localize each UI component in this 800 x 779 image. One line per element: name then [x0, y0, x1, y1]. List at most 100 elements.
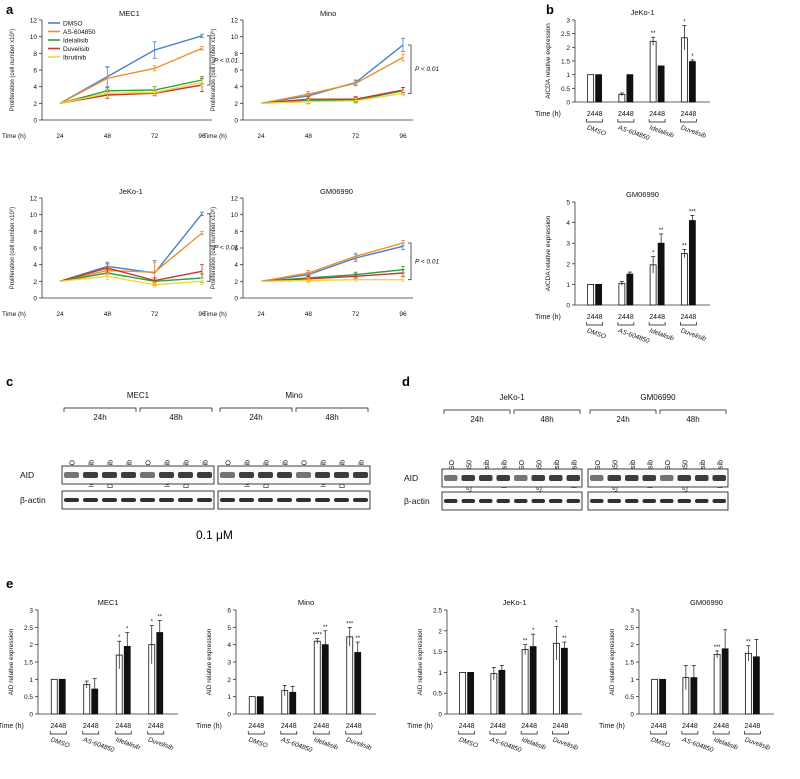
significance-stars: *** — [346, 621, 354, 627]
time-bracket — [63, 407, 137, 412]
actin-band — [461, 499, 475, 503]
y-axis-title: Proliferation (cell number x10⁶) — [9, 29, 16, 112]
x-sub-label-24: 24 — [521, 723, 529, 730]
group-bracket — [280, 731, 298, 735]
bar-48h — [256, 696, 264, 715]
actin-band — [607, 499, 621, 503]
y-axis-title: AICDA relative expression — [545, 215, 552, 291]
y-tick-label: 0.5 — [561, 86, 570, 93]
x-sub-label-48: 48 — [688, 111, 696, 118]
legend-label: Ibrutinib — [63, 55, 87, 62]
y-tick-label: 6 — [234, 68, 238, 75]
bar-48h — [498, 669, 506, 715]
group-bracket — [617, 119, 635, 123]
significance-stars: *** — [689, 209, 697, 215]
aid-band — [514, 475, 528, 481]
y-axis-title: AID relative expression — [417, 628, 424, 695]
x-tick-label: 96 — [198, 311, 206, 318]
group-bracket — [617, 322, 635, 326]
series-line-as-604850 — [260, 56, 404, 105]
y-tick-label: 8 — [234, 51, 238, 58]
significance-stars: **** — [313, 633, 323, 639]
significance-stars: * — [151, 620, 154, 626]
y-tick-label: 3 — [227, 660, 231, 667]
panel-letter-d: d — [402, 374, 410, 389]
y-axis-title: AICDA relative expression — [545, 23, 552, 99]
significance-stars: ** — [523, 639, 528, 645]
series-line-duvelisib — [59, 84, 203, 105]
x-category-label: Duvelisib — [680, 327, 708, 343]
x-axis-title: Time (h) — [2, 311, 26, 318]
y-tick-label: 12 — [30, 196, 38, 203]
x-tick-label: 72 — [151, 133, 159, 140]
x-sub-label-24: 24 — [682, 723, 690, 730]
series-line-as-604850 — [59, 47, 203, 104]
x-sub-label-24: 24 — [490, 723, 498, 730]
aid-band — [642, 475, 656, 481]
y-tick-label: 2 — [29, 642, 33, 649]
y-tick-label: 0 — [234, 118, 238, 125]
group-bracket — [650, 731, 667, 735]
y-tick-label: 1 — [227, 694, 231, 701]
time-bracket — [295, 407, 369, 412]
x-axis-title: Time (h) — [2, 133, 26, 140]
x-sub-label-48: 48 — [289, 723, 297, 730]
group-bracket — [489, 731, 507, 735]
y-tick-label: 10 — [231, 212, 239, 219]
chart-title: MEC1 — [119, 9, 140, 18]
series-line-duvelisib — [260, 89, 404, 105]
y-tick-label: 3 — [566, 241, 570, 248]
x-sub-label-24: 24 — [649, 314, 657, 321]
y-tick-label: 2 — [630, 642, 634, 649]
panel-letter-c: c — [6, 374, 13, 389]
y-tick-label: 6 — [227, 608, 231, 615]
bar-24h — [618, 282, 626, 306]
y-tick-label: 2.5 — [561, 31, 570, 38]
blot-actin-frame — [441, 491, 583, 511]
x-sub-label-48: 48 — [657, 111, 665, 118]
significance-bracket — [408, 242, 412, 281]
x-sub-label-48: 48 — [91, 723, 99, 730]
significance-stars: * — [555, 621, 558, 627]
x-axis-title: Time (h) — [599, 723, 625, 730]
actin-band — [64, 498, 79, 502]
y-tick-label: 2 — [566, 45, 570, 52]
x-category-label: DMSO — [586, 327, 607, 340]
actin-band — [496, 499, 510, 503]
bar-48h — [626, 74, 634, 103]
group-bracket — [114, 731, 132, 735]
y-tick-label: 0.5 — [625, 694, 634, 701]
chart-title: GM06990 — [626, 190, 659, 199]
significance-stars: * — [532, 628, 535, 634]
significance-stars: ** — [562, 636, 567, 642]
p-value-label: P < 0.01 — [415, 258, 440, 265]
y-tick-label: 0.5 — [24, 694, 33, 701]
bar-48h — [595, 283, 603, 306]
series-line-dmso — [260, 245, 404, 283]
x-sub-label-24: 24 — [744, 723, 752, 730]
y-tick-label: 12 — [231, 196, 239, 203]
x-category-label: AS-604850 — [680, 736, 714, 754]
x-sub-label-48: 48 — [156, 723, 164, 730]
significance-bracket — [207, 213, 211, 282]
y-tick-label: 2 — [566, 261, 570, 268]
y-tick-label: 4 — [33, 84, 37, 91]
y-tick-label: 1 — [29, 677, 33, 684]
p-value-label: P < 0.01 — [214, 57, 239, 64]
significance-stars: * — [118, 635, 121, 641]
series-line-idelalisib — [59, 272, 203, 283]
x-axis-title: Time (h) — [203, 133, 227, 140]
bar-24h — [50, 678, 58, 715]
x-tick-label: 96 — [399, 311, 407, 318]
group-bracket — [520, 731, 538, 735]
actin-band — [712, 499, 726, 503]
panel-letter-a: a — [6, 2, 14, 17]
group-bracket — [681, 731, 699, 735]
y-tick-label: 8 — [33, 51, 37, 58]
actin-band — [549, 499, 563, 503]
x-category-label: AS-604850 — [488, 736, 522, 754]
group-bracket — [458, 731, 475, 735]
y-axis-title: AID relative expression — [8, 628, 15, 695]
actin-band — [566, 499, 580, 503]
aid-band — [353, 472, 368, 478]
